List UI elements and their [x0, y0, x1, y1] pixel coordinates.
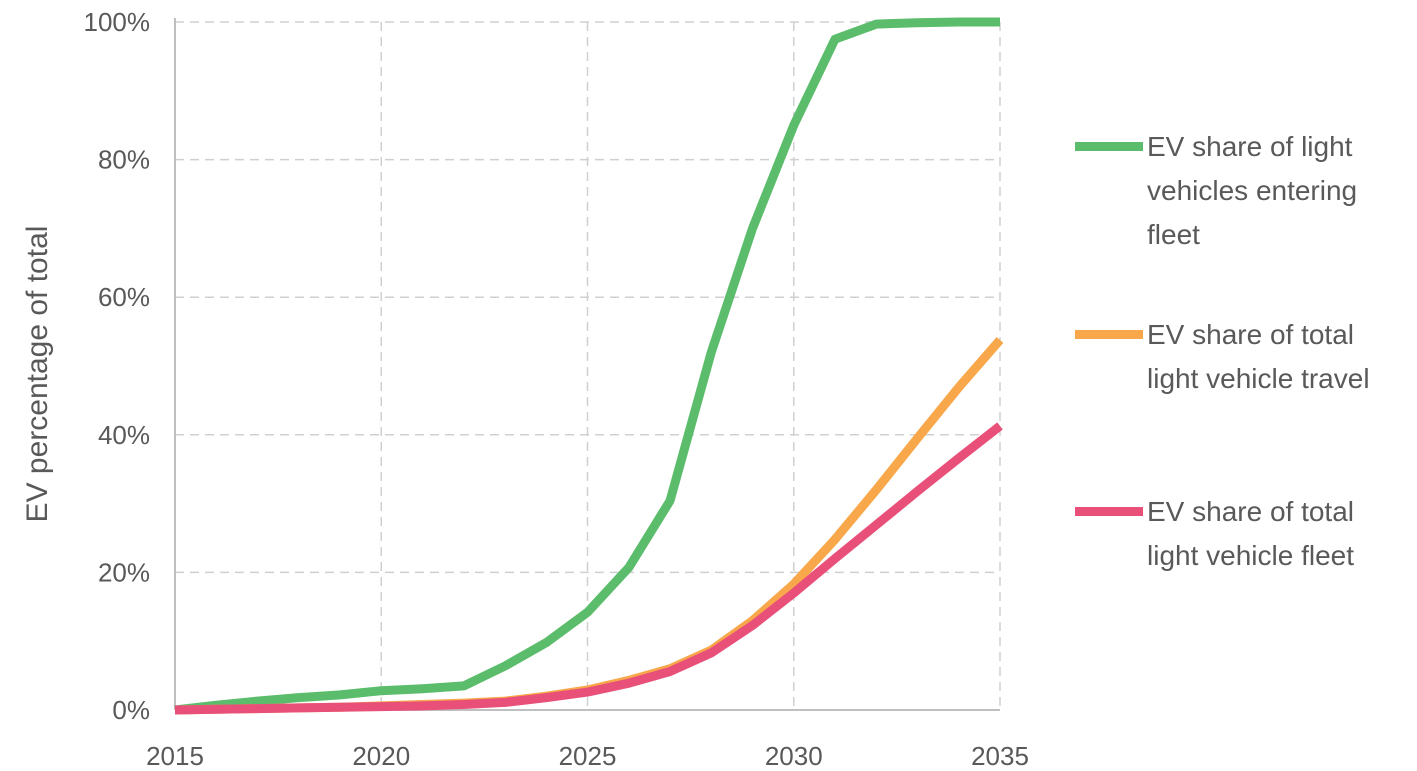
series-lines: [174, 17, 1004, 715]
y-axis-title: EV percentage of total: [21, 226, 54, 523]
series-line-1: [174, 17, 1000, 715]
legend-item: EV share of total light vehicle travel: [1075, 313, 1410, 413]
tick-labels: 0% 20% 40% 60% 80% 100% 2015 2020 2025 2030 2035: [84, 7, 1029, 771]
y-tick-label: 60%: [98, 282, 150, 312]
y-tick-label: 100%: [84, 7, 151, 37]
x-tick-label: 2025: [559, 741, 617, 771]
y-tick-label: 20%: [98, 557, 150, 587]
legend-label: EV share of total light vehicle travel: [1147, 319, 1370, 394]
x-tick-label: 2035: [971, 741, 1029, 771]
x-tick-label: 2030: [765, 741, 823, 771]
legend-label: EV share of light vehicles entering flee…: [1147, 131, 1358, 250]
legend-swatch: [1075, 330, 1143, 339]
legend-label: EV share of total light vehicle fleet: [1147, 496, 1355, 571]
y-tick-label: 0%: [112, 695, 150, 725]
legend-swatch: [1075, 507, 1143, 516]
legend-item: EV share of light vehicles entering flee…: [1075, 125, 1410, 250]
x-tick-label: 2015: [146, 741, 204, 771]
series-line-3: [174, 422, 1003, 715]
legend-item: EV share of total light vehicle fleet: [1075, 490, 1410, 590]
y-tick-label: 80%: [98, 145, 150, 175]
x-tick-label: 2020: [352, 741, 410, 771]
legend-swatch: [1075, 142, 1143, 151]
y-tick-label: 40%: [98, 420, 150, 450]
